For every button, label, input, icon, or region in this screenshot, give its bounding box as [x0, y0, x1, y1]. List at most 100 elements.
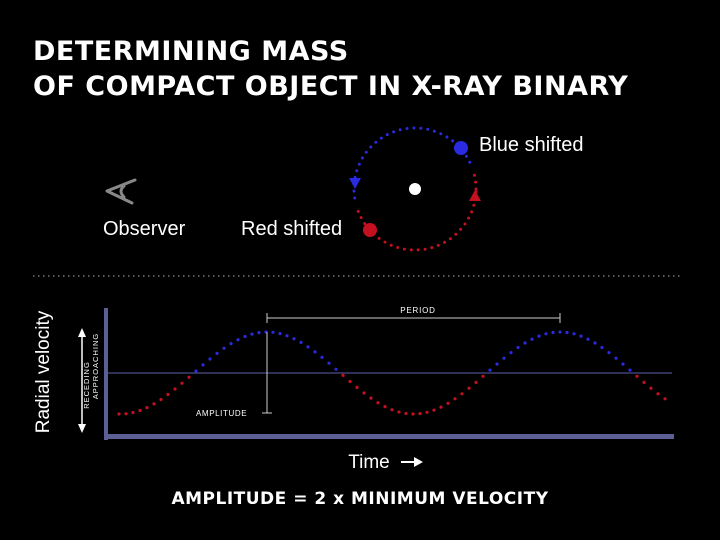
curve-dot	[236, 338, 240, 342]
curve-dot	[565, 330, 569, 335]
time-arrow-icon	[401, 457, 423, 467]
curve-dot	[257, 331, 261, 335]
curve-dot	[124, 412, 128, 416]
curve-dot	[509, 351, 513, 355]
curve-dot	[278, 332, 282, 336]
curve-dot	[635, 374, 639, 378]
curve-dot	[152, 402, 156, 406]
orbit-dot	[389, 243, 393, 247]
curve-dot	[481, 374, 485, 378]
curve-dot	[418, 412, 422, 416]
red-shifted-star	[363, 223, 377, 237]
curve-dot	[208, 357, 212, 361]
curve-dot	[460, 392, 464, 396]
orbit-dot	[419, 126, 423, 130]
curve-dot	[117, 412, 121, 416]
curve-dot	[593, 341, 597, 345]
curve-dot	[411, 412, 415, 416]
orbit-dot	[426, 127, 430, 131]
curve-dot	[313, 350, 317, 354]
curve-dot	[404, 411, 408, 416]
slide-title: DETERMINING MASS OF COMPACT OBJECT IN X-…	[33, 34, 628, 104]
curve-dot	[523, 341, 527, 345]
curve-dot	[327, 361, 331, 365]
orbit-dot	[409, 248, 413, 252]
orbit-dot	[359, 216, 363, 220]
orbit-dot	[474, 180, 478, 184]
curve-dot	[355, 385, 359, 389]
curve-dot	[292, 337, 296, 341]
observer-label: Observer	[103, 218, 186, 240]
orbit-dot	[385, 133, 389, 137]
orbit-dot	[467, 216, 471, 220]
curve-dot	[572, 332, 576, 336]
blue-shifted-star	[454, 141, 468, 155]
curve-dot	[194, 369, 198, 373]
curve-dot	[180, 381, 184, 385]
orbit-dot	[474, 187, 478, 191]
curve-dot	[446, 401, 450, 405]
curve-dot	[488, 368, 492, 372]
orbit-dot	[436, 243, 440, 247]
curve-dot	[243, 334, 247, 339]
orbit-dot	[448, 237, 452, 241]
curve-dot	[642, 380, 646, 384]
orbit-dot	[363, 222, 367, 226]
curve-dot	[166, 392, 170, 397]
orbit-dot	[443, 240, 447, 244]
curve-dot	[537, 334, 541, 338]
velocity-curve	[117, 330, 667, 416]
orbit-dot	[445, 135, 449, 139]
orbit-dot	[379, 136, 383, 140]
curve-dot	[586, 337, 590, 341]
orbit-dot	[423, 247, 427, 251]
curve-dot	[250, 332, 254, 336]
period-label: PERIOD	[400, 306, 435, 315]
orbit-dot	[432, 129, 436, 133]
orbit-dot	[377, 236, 381, 240]
period-marker	[266, 313, 561, 323]
curve-dot	[656, 392, 660, 396]
orbit-dot	[355, 169, 359, 173]
curve-dot	[607, 351, 611, 355]
orbit-dot	[454, 232, 458, 236]
orbit-dot	[416, 248, 420, 252]
title-line-2: OF COMPACT OBJECT IN X-RAY BINARY	[33, 71, 629, 102]
compact-object	[409, 183, 421, 195]
curve-dot	[397, 410, 401, 414]
amplitude-marker	[262, 332, 272, 414]
curve-dot	[320, 355, 324, 359]
curve-dot	[222, 346, 226, 350]
orbit-dot	[412, 126, 416, 130]
curve-dot	[432, 408, 436, 412]
orbit-dot	[472, 203, 476, 207]
eye-icon	[105, 178, 137, 205]
orbit-dot	[430, 246, 434, 250]
title-line-1: DETERMINING MASS	[33, 36, 349, 67]
curve-dot	[439, 405, 443, 409]
orbit-dot	[470, 210, 474, 214]
red-direction-arrow-icon	[469, 190, 481, 201]
curve-dot	[285, 334, 289, 338]
curve-dot	[621, 362, 625, 366]
curve-dot	[425, 410, 429, 414]
curve-dot	[516, 345, 520, 350]
curve-dot	[229, 342, 233, 346]
orbit-dot	[398, 128, 402, 132]
x-axis	[104, 434, 674, 439]
curve-dot	[467, 386, 471, 390]
velocity-direction-arrow-icon	[78, 328, 86, 433]
curve-dot	[138, 408, 142, 413]
orbit-dot	[374, 140, 378, 144]
curve-dot	[173, 387, 177, 391]
curve-dot	[614, 356, 618, 360]
orbit-dot	[464, 154, 468, 158]
approaching-label: APPROACHING	[91, 333, 100, 399]
curve-dot	[376, 401, 380, 405]
curve-dot	[383, 405, 387, 409]
orbit-dot	[357, 162, 361, 166]
orbit-dot	[364, 150, 368, 154]
orbit-dot	[353, 196, 357, 200]
orbit-dot	[439, 132, 443, 136]
